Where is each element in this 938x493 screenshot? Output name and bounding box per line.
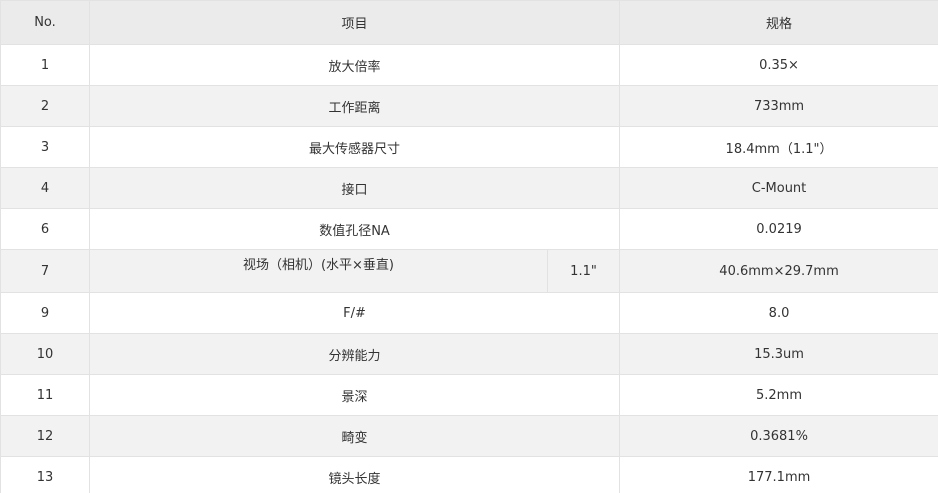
table-cell: 177.1mm xyxy=(619,456,938,493)
table-cell: 1.1" xyxy=(546,249,621,293)
table-cell: 数值孔径NA xyxy=(88,208,621,250)
table-cell: 镜头长度 xyxy=(88,456,621,493)
table-cell: C-Mount xyxy=(619,167,938,209)
table-cell: 景深 xyxy=(88,374,621,416)
table-cell: 7 xyxy=(0,249,90,293)
table-cell: 4 xyxy=(0,167,90,209)
header-cell: 项目 xyxy=(88,0,621,45)
table-cell: F/# xyxy=(88,292,621,334)
table-row: 12 畸变 0.3681% xyxy=(0,415,938,457)
table-cell: 2 xyxy=(0,85,90,127)
table-cell: 0.3681% xyxy=(619,415,938,457)
table-row: 2 工作距离 733mm xyxy=(0,85,938,127)
table-cell: 6 xyxy=(0,208,90,250)
table-row: 6 数值孔径NA 0.0219 xyxy=(0,208,938,250)
table-cell: 8.0 xyxy=(619,292,938,334)
table-cell: 分辨能力 xyxy=(88,333,621,375)
table-cell: 5.2mm xyxy=(619,374,938,416)
header-cell: No. xyxy=(0,0,90,45)
table-cell: 18.4mm（1.1"） xyxy=(619,126,938,168)
header-row: No. 项目 规格 xyxy=(0,0,938,45)
table-row: 7 视场（相机）(水平×垂直) 1.1" 40.6mm×29.7mm xyxy=(0,249,938,293)
table-cell: 10 xyxy=(0,333,90,375)
table-cell: 视场（相机）(水平×垂直) xyxy=(89,249,548,293)
table-row: 11 景深 5.2mm xyxy=(0,374,938,416)
table-cell: 11 xyxy=(0,374,90,416)
header-cell: 规格 xyxy=(619,0,938,45)
table-cell: 最大传感器尺寸 xyxy=(88,126,621,168)
table-row: 1 放大倍率 0.35× xyxy=(0,44,938,86)
table-cell: 1 xyxy=(0,44,90,86)
table-cell: 0.35× xyxy=(619,44,938,86)
table-cell: 12 xyxy=(0,415,90,457)
table-cell: 接口 xyxy=(88,167,621,209)
table-cell: 3 xyxy=(0,126,90,168)
table-row: 10 分辨能力 15.3um xyxy=(0,333,938,375)
table-cell: 工作距离 xyxy=(88,85,621,127)
table-cell: 733mm xyxy=(619,85,938,127)
table-cell: 0.0219 xyxy=(619,208,938,250)
table-cell: 15.3um xyxy=(619,333,938,375)
table-row: 13 镜头长度 177.1mm xyxy=(0,456,938,493)
table-row: 3 最大传感器尺寸 18.4mm（1.1"） xyxy=(0,126,938,168)
table-cell: 9 xyxy=(0,292,90,334)
table-row: 4 接口 C-Mount xyxy=(0,167,938,209)
table-row: 9 F/# 8.0 xyxy=(0,292,938,334)
table-cell: 畸变 xyxy=(88,415,621,457)
table-cell: 40.6mm×29.7mm xyxy=(619,249,938,293)
table-cell: 放大倍率 xyxy=(88,44,621,86)
table-cell: 13 xyxy=(0,456,90,493)
